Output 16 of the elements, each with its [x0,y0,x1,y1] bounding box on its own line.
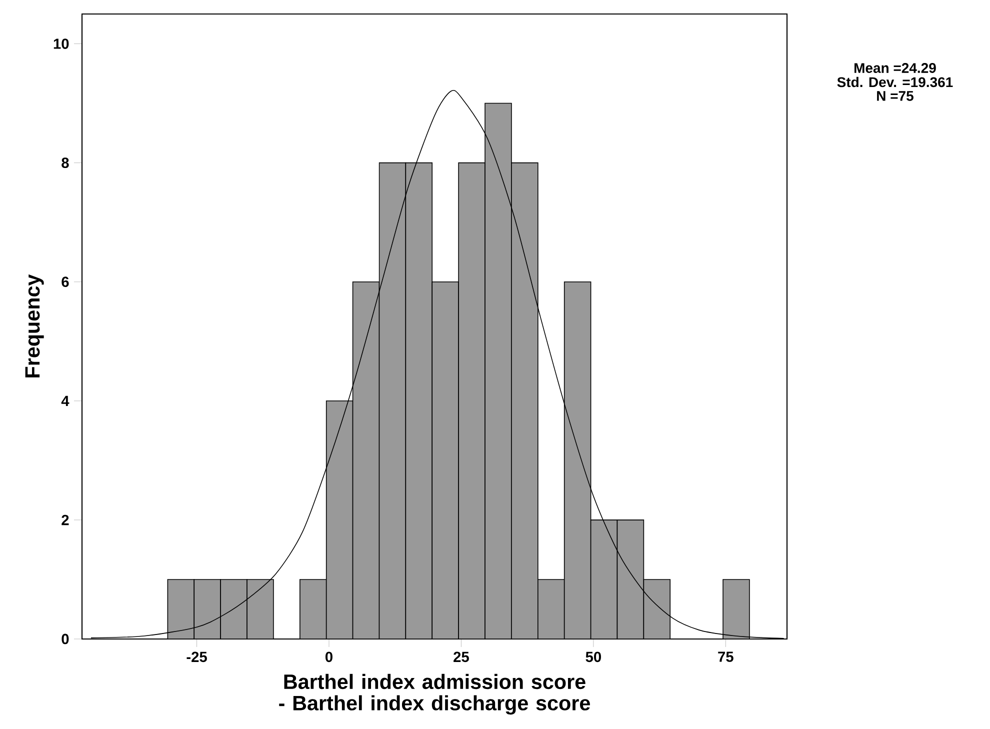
x-tick-label: 50 [586,652,601,662]
x-tick-label: 75 [718,652,734,662]
text: Std. Dev. =19.361 [837,76,953,88]
x-tick-label: 0 [326,652,332,662]
y-tick-label: 2 [62,514,69,526]
text: Mean =24.29 [854,63,936,73]
y-tick-label: 8 [62,158,69,168]
y-tick-label: 10 [54,38,69,49]
x-tick-label: 25 [454,652,469,662]
x-axis-title: Barthel index admission score - Barthel index discharge score [279,674,590,715]
y-axis-title: Frequency [25,274,44,378]
y-tick-label: 6 [62,276,69,288]
text: N =75 [877,91,914,101]
y-tick-label: 4 [61,396,70,406]
y-tick-label: 0 [62,634,69,644]
x-tick-label: -25 [186,652,207,662]
